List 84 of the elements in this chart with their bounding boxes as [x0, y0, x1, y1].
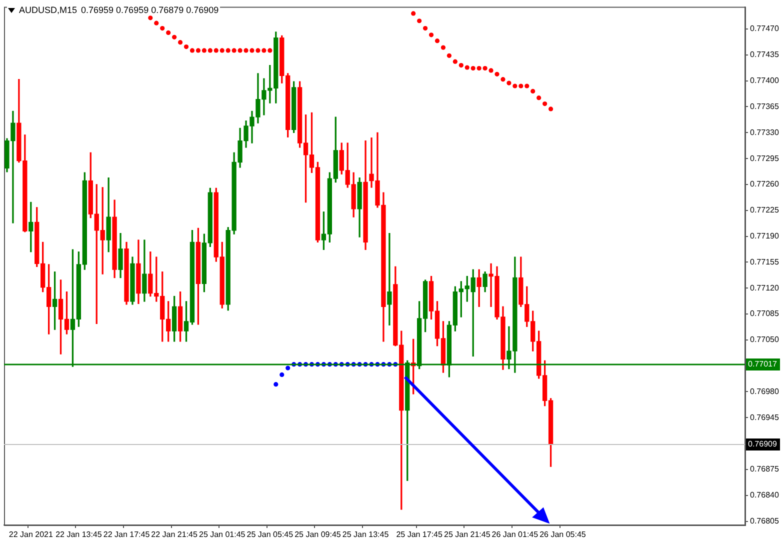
x-tick-label: 25 Jan 21:45: [444, 530, 491, 540]
point: [524, 84, 530, 88]
x-tick-label: 22 Jan 13:45: [56, 530, 102, 540]
point: [548, 106, 554, 112]
point: [422, 26, 428, 31]
x-tick-label: 25 Jan 09:45: [294, 530, 342, 540]
point: [172, 34, 177, 40]
y-tick-label: 0.77225: [750, 206, 780, 215]
point: [512, 84, 518, 88]
point: [494, 72, 500, 76]
point: [458, 62, 464, 68]
point: [256, 48, 260, 53]
x-tick-label: 22 Jan 2021: [8, 530, 54, 540]
point: [208, 48, 212, 53]
y-tick-label: 0.77330: [750, 128, 780, 137]
y-tick-label: 0.76840: [750, 490, 780, 500]
point: [536, 96, 542, 100]
point: [250, 48, 254, 53]
y-tick-label: 0.77295: [750, 154, 780, 163]
point: [262, 48, 266, 53]
y-tick-label: 0.76980: [750, 386, 780, 396]
x-tick-label: 25 Jan 05:45: [246, 530, 294, 540]
point: [476, 66, 482, 71]
point: [202, 48, 206, 53]
x-tick-label: 22 Jan 21:45: [151, 530, 198, 540]
point: [411, 11, 416, 16]
point: [178, 40, 183, 45]
y-tick-label: 0.77155: [750, 257, 780, 266]
y-tick-label: 0.77470: [750, 24, 780, 34]
y-tick-label: 0.77190: [750, 231, 780, 240]
x-tick-label: 26 Jan 05:45: [540, 530, 586, 540]
point: [166, 30, 171, 36]
point: [417, 18, 422, 24]
point: [500, 77, 506, 82]
point: [268, 48, 272, 53]
point: [464, 65, 470, 70]
point: [232, 48, 236, 53]
point: [518, 84, 524, 88]
x-tick-label: 25 Jan 17:45: [396, 530, 443, 540]
y-tick-label: 0.77120: [750, 283, 780, 292]
y-tick-label: 0.76805: [750, 516, 780, 526]
ref-line-label: 0.76909: [748, 440, 778, 449]
y-tick-label: 0.77085: [750, 309, 780, 318]
chart-title: AUDUSD,M15: [19, 5, 78, 15]
point: [530, 88, 536, 94]
point: [238, 48, 242, 53]
y-tick-label: 0.76945: [750, 412, 780, 422]
candlestick: [476, 269, 482, 307]
x-tick-label: 25 Jan 01:45: [198, 530, 246, 540]
y-tick-label: 0.77050: [750, 335, 780, 344]
chart-subtitle: 0.76959 0.76959 0.76879 0.76909: [81, 5, 219, 15]
point: [160, 26, 165, 31]
ref-line-label: 0.77017: [748, 360, 778, 369]
point: [154, 20, 159, 26]
point: [274, 382, 278, 387]
point: [244, 48, 248, 53]
point: [434, 38, 440, 44]
y-tick-label: 0.77435: [750, 50, 780, 60]
point: [184, 44, 189, 50]
y-tick-label: 0.77365: [750, 102, 780, 111]
point: [452, 59, 458, 64]
point: [446, 53, 452, 58]
point: [428, 32, 434, 38]
point: [226, 48, 230, 53]
point: [542, 101, 548, 106]
x-tick-label: 25 Jan 13:45: [342, 530, 390, 540]
point: [220, 48, 224, 53]
point: [190, 48, 195, 53]
point: [440, 45, 446, 50]
point: [148, 16, 153, 20]
point: [214, 48, 218, 53]
point: [482, 66, 488, 71]
point: [286, 366, 290, 370]
y-tick-label: 0.77260: [750, 180, 780, 189]
point: [488, 68, 494, 73]
y-tick-label: 0.77400: [750, 76, 780, 86]
point: [280, 372, 284, 378]
candlestick: [387, 233, 392, 326]
point: [196, 48, 201, 53]
y-tick-label: 0.76875: [750, 464, 780, 474]
point: [470, 66, 476, 71]
x-tick-label: 22 Jan 17:45: [103, 530, 150, 540]
x-tick-label: 26 Jan 01:45: [492, 530, 539, 540]
point: [506, 80, 512, 86]
